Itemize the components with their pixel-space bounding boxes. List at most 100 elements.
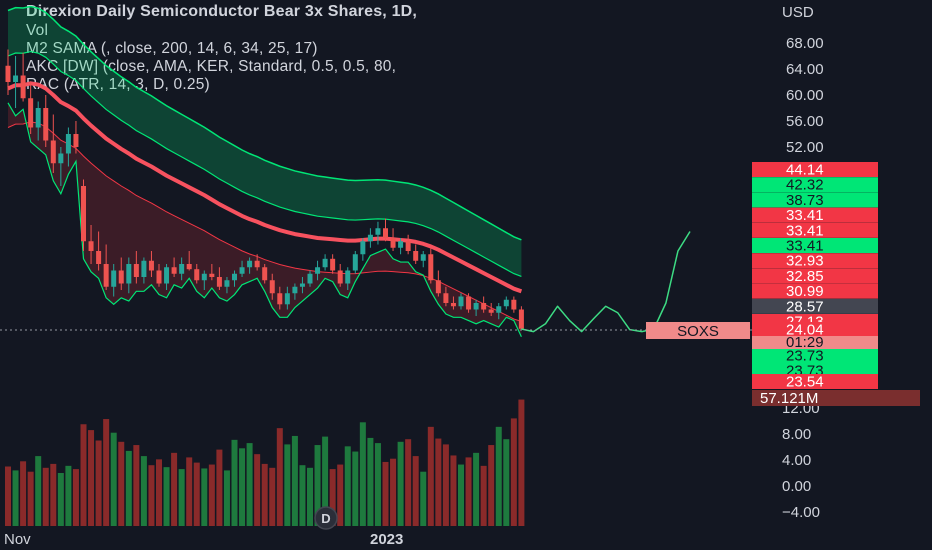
candle[interactable] [458, 293, 464, 310]
candle[interactable] [209, 264, 215, 281]
candle[interactable] [518, 306, 524, 329]
price-badge: 24.04 [752, 322, 878, 339]
candle[interactable] [194, 264, 200, 284]
candle[interactable] [43, 95, 49, 147]
candle[interactable] [224, 277, 230, 294]
candle[interactable] [299, 277, 305, 294]
candle[interactable] [254, 254, 260, 271]
price-badge-text: 23.73 [786, 348, 824, 365]
candle[interactable] [179, 257, 185, 281]
candle[interactable] [164, 264, 170, 290]
candle[interactable] [58, 147, 64, 186]
sama-indicator-label: M2 SAMA (, close, 200, 14, 6, 34, 25, 17… [26, 40, 318, 57]
candle[interactable] [186, 251, 192, 271]
price-badge: 33.41 [752, 238, 878, 255]
candle[interactable] [315, 260, 321, 281]
candle[interactable] [413, 244, 419, 265]
candle[interactable] [201, 270, 207, 291]
candle[interactable] [292, 283, 298, 300]
candle[interactable] [133, 251, 139, 284]
candle[interactable] [171, 257, 177, 278]
candle[interactable] [50, 114, 56, 174]
volume-bars [5, 399, 525, 526]
candle[interactable] [73, 121, 79, 154]
candle[interactable] [466, 293, 472, 313]
candle[interactable] [367, 228, 373, 248]
candle[interactable] [330, 254, 336, 274]
candle[interactable] [503, 296, 509, 310]
candle[interactable] [307, 270, 313, 287]
volume-bar [291, 435, 298, 526]
time-axis[interactable]: Nov 2023 [4, 531, 403, 548]
volume-bar [156, 459, 162, 526]
candle[interactable] [20, 52, 26, 102]
candle[interactable] [148, 251, 154, 277]
ama-line [7, 81, 523, 294]
price-badge: 32.85 [752, 268, 878, 285]
candle[interactable] [322, 254, 328, 271]
candle[interactable] [420, 251, 426, 268]
candle[interactable] [435, 270, 441, 297]
candle[interactable] [443, 286, 449, 307]
candle[interactable] [473, 299, 479, 316]
volume-bar [133, 445, 140, 526]
candle[interactable] [450, 296, 456, 310]
candle[interactable] [88, 225, 94, 264]
candle[interactable] [405, 234, 411, 255]
candle[interactable] [428, 247, 434, 284]
candle[interactable] [284, 286, 290, 310]
candle[interactable] [216, 267, 222, 290]
volume-badge-text: 57.121M [760, 390, 818, 407]
candle[interactable] [390, 228, 396, 251]
candle[interactable] [511, 296, 517, 313]
candle[interactable] [111, 264, 117, 297]
time-tick-label: Nov [4, 531, 31, 548]
volume-bar [193, 462, 200, 526]
price-badge: 33.41 [752, 207, 878, 224]
volume-bar [427, 426, 434, 526]
upper-band-line [7, 5, 522, 241]
candle[interactable] [96, 231, 102, 271]
candle[interactable] [247, 257, 253, 274]
candle[interactable] [103, 244, 109, 291]
candle[interactable] [35, 101, 41, 141]
candle[interactable] [383, 218, 388, 242]
volume-bar [337, 464, 344, 526]
volume-axis[interactable]: 12.008.004.000.00−4.00 [782, 400, 820, 521]
candle[interactable] [352, 251, 358, 274]
candle[interactable] [28, 82, 34, 134]
volume-tick-label: 8.00 [782, 426, 811, 443]
price-axis[interactable]: USD 68.00 64.00 60.00 56.00 52.00 [782, 4, 824, 156]
candle[interactable] [262, 264, 268, 284]
candle[interactable] [496, 303, 502, 320]
currency-label: USD [782, 4, 814, 21]
volume-bar [178, 469, 185, 526]
volume-bar [208, 464, 215, 526]
candle[interactable] [5, 49, 11, 96]
candle[interactable] [481, 296, 487, 313]
candle[interactable] [345, 267, 351, 290]
candle[interactable] [118, 257, 124, 291]
candle[interactable] [232, 270, 237, 287]
candles[interactable] [5, 49, 524, 330]
volume-bar [495, 426, 502, 526]
candle[interactable] [81, 179, 86, 252]
candle[interactable] [269, 273, 275, 300]
candle[interactable] [398, 238, 404, 255]
candle[interactable] [13, 56, 19, 108]
candle[interactable] [337, 264, 343, 287]
dividend-marker[interactable]: D [314, 506, 338, 530]
candle[interactable] [375, 221, 381, 245]
upper-band-inner-line [7, 50, 522, 278]
candle[interactable] [141, 257, 147, 284]
projection-line [521, 231, 691, 333]
candle[interactable] [65, 127, 71, 167]
candle[interactable] [126, 257, 132, 294]
candle[interactable] [360, 238, 366, 261]
countdown-text: 01:29 [786, 334, 824, 351]
candle[interactable] [277, 286, 283, 310]
candle[interactable] [156, 264, 162, 287]
candle[interactable] [239, 260, 245, 277]
candle[interactable] [488, 303, 494, 316]
